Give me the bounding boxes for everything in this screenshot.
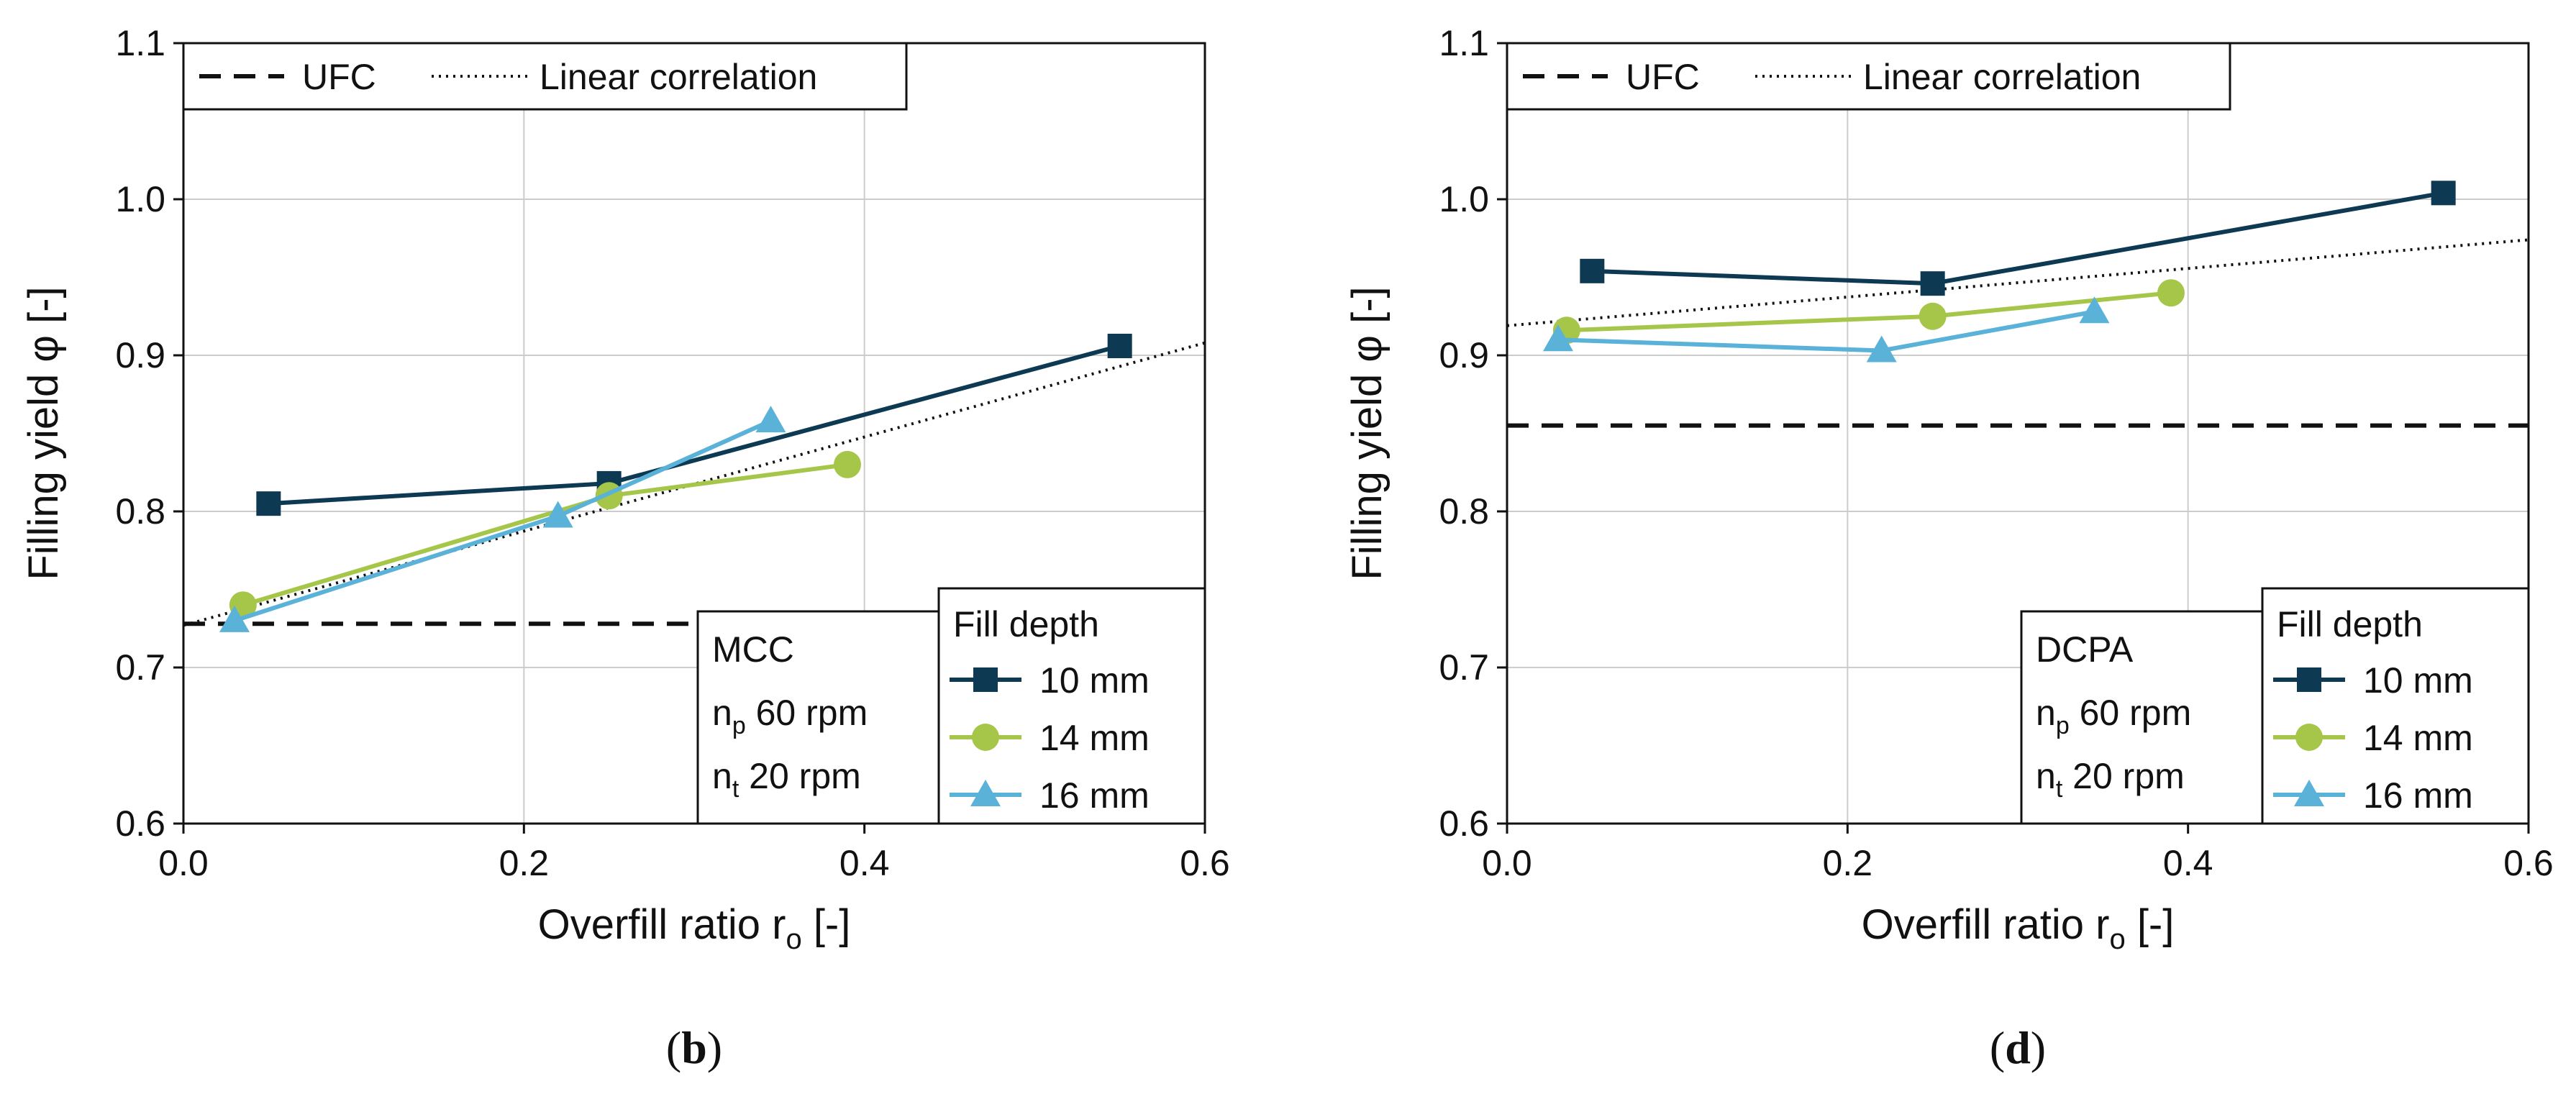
x-tick-label: 0.0 [158,843,209,883]
plot-frame [182,42,1206,825]
fill-depth-legend: Fill depth 10 mm 14 mm 16 mm [2261,587,2530,825]
x-tick-label: 0.6 [1180,843,1230,883]
legend-series-label: 10 mm [1039,660,1150,701]
grid-lines [1507,43,2529,824]
conditions-frame [696,610,940,825]
y-tick-label: 1.0 [115,179,165,219]
y-tick-label: 0.9 [115,335,165,375]
panel-label: (b) [666,1022,722,1073]
data-point-triangle [755,406,786,433]
legend-linear-label: Linear correlation [1863,57,2141,97]
legend-series-label: 14 mm [2363,718,2473,758]
grid-lines [183,43,1205,824]
y-tick-label: 0.6 [1439,803,1489,844]
legend-swatch-circle [972,724,999,751]
series-14mm [1552,279,2185,345]
fill-depth-legend: Fill depth 10 mm 14 mm 16 mm [937,587,1206,825]
legend-series-label: 16 mm [1039,775,1150,816]
panel-b: UFC Linear correlation MCC np 60 rpm nt 20 r… [20,23,1230,1073]
x-tick-label: 0.4 [2163,843,2213,883]
fill-depth-title: Fill depth [2277,604,2423,644]
legend-ufc-label: UFC [1626,57,1700,97]
series-line [1566,291,2172,333]
top-legend: UFC Linear correlation [1506,42,2231,111]
series-16mm [219,406,786,632]
data-point-triangle [219,605,250,632]
top-legend-box [182,42,908,111]
series-16mm [1543,296,2110,363]
y-tick-label: 0.8 [115,491,165,532]
np-label: np 60 rpm [2036,693,2191,739]
x-tick-label: 0.2 [499,843,550,883]
material-label: MCC [712,629,794,670]
data-point-square [1107,333,1132,358]
legend-linear-label: Linear correlation [540,57,817,97]
legend-ufc-label: UFC [302,57,376,97]
y-tick-label: 0.8 [1439,491,1489,532]
nt-label: nt 20 rpm [712,756,861,803]
series-10mm [256,333,1132,516]
legend-series-label: 16 mm [2363,775,2473,816]
y-axis-title: Filling yield φ [-] [20,286,67,580]
fill-depth-title: Fill depth [953,604,1099,644]
y-tick-label: 0.7 [1439,647,1489,688]
series-line [1592,191,2444,286]
conditions-frame [2020,610,2264,825]
y-tick-label: 0.9 [1439,335,1489,375]
legend-swatch-square [973,667,998,692]
axis-ticks: 0.0 0.2 0.4 0.6 0.6 0.7 0.8 0.9 1.0 1.1 [115,23,1229,883]
y-tick-label: 1.1 [115,23,165,63]
panel-label: (d) [1990,1022,2046,1073]
legend-swatch-triangle [970,780,1001,806]
y-tick-label: 1.1 [1439,23,1489,63]
plot-frame [1506,42,2530,825]
legend-swatch-circle [2295,724,2323,751]
data-point-triangle [1866,335,1897,363]
data-point-square [1580,258,1605,283]
series-line [234,419,772,623]
data-point-triangle [2079,296,2110,324]
series-line [268,344,1121,506]
data-point-circle [2157,279,2185,307]
x-tick-label: 0.2 [1823,843,1873,883]
fill-depth-frame [937,587,1206,825]
y-tick-label: 0.7 [115,647,165,688]
data-point-circle [1919,302,1947,330]
conditions-box: MCC np 60 rpm nt 20 rpm [696,610,940,825]
x-tick-label: 0.0 [1482,843,1532,883]
data-point-square [1920,271,1945,296]
series-line [1557,309,2095,353]
data-point-triangle [542,501,573,528]
x-tick-label: 0.6 [2503,843,2554,883]
np-label: np 60 rpm [712,693,868,739]
data-point-square [2431,181,2456,206]
x-axis-title: Overfill ratio ro [-] [1862,901,2175,955]
data-point-square [256,491,281,516]
x-axis-title: Overfill ratio ro [-] [538,901,851,955]
top-legend: UFC Linear correlation [182,42,908,111]
y-axis-title: Filling yield φ [-] [1344,286,1391,580]
legend-swatch-triangle [2294,780,2324,806]
x-tick-label: 0.4 [839,843,890,883]
data-point-triangle [1543,324,1573,352]
series-10mm [1580,181,2456,296]
top-legend-box [1506,42,2231,111]
y-tick-label: 0.6 [115,803,165,844]
axis-ticks: 0.0 0.2 0.4 0.6 0.6 0.7 0.8 0.9 1.0 1.1 [1439,23,2553,883]
y-tick-label: 1.0 [1439,179,1489,219]
material-label: DCPA [2036,629,2134,670]
legend-series-label: 14 mm [1039,718,1150,758]
legend-swatch-square [2297,667,2321,692]
legend-series-label: 10 mm [2363,660,2473,701]
data-point-circle [834,450,861,478]
linear-correlation-line [1506,238,2529,327]
